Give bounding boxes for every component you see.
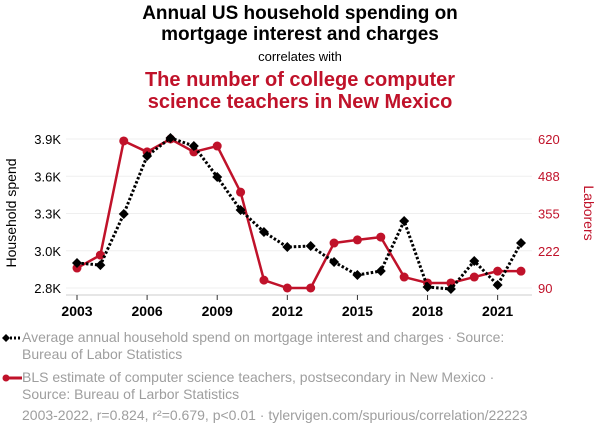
data-point-teachers bbox=[306, 283, 316, 293]
data-point-teachers bbox=[212, 141, 222, 151]
right-tick-label: 355 bbox=[538, 207, 560, 222]
data-point-teachers bbox=[189, 147, 199, 157]
x-axis-ticks: 2003 2006 2009 2012 2015 2018 2021 bbox=[61, 295, 513, 319]
legend-text-line1: Average annual household spend on mortga… bbox=[22, 329, 505, 345]
data-point-teachers bbox=[282, 283, 292, 293]
right-tick-label: 620 bbox=[538, 132, 560, 147]
left-axis-ticks: 3.9K 3.6K 3.3K 3.0K 2.8K bbox=[34, 132, 61, 296]
chart-title-line2: mortgage interest and charges bbox=[161, 24, 439, 45]
chart-title: Annual US household spending on mortgage… bbox=[0, 3, 600, 45]
chart-subtitle-line2: science teachers in New Mexico bbox=[147, 91, 453, 113]
x-tick-label: 2003 bbox=[61, 303, 92, 319]
right-tick-label: 222 bbox=[538, 244, 560, 259]
data-point-household-spend bbox=[399, 216, 410, 227]
data-point-teachers bbox=[352, 235, 362, 245]
data-point-teachers bbox=[329, 238, 339, 248]
footer-stats: 2003-2022, r=0.824, r²=0.679, p<0.01 · t… bbox=[22, 407, 528, 423]
data-point-teachers bbox=[399, 272, 409, 282]
solid-circle-line-icon bbox=[2, 374, 22, 382]
data-point-household-spend bbox=[118, 209, 129, 220]
data-point-household-spend bbox=[305, 241, 316, 252]
data-point-household-spend bbox=[72, 257, 82, 268]
left-tick-label: 3.6K bbox=[34, 169, 61, 184]
data-point-teachers bbox=[469, 272, 479, 282]
data-point-household-spend bbox=[375, 266, 386, 277]
right-tick-label: 90 bbox=[538, 281, 552, 296]
legend-text-line2: Bureau of Labor Statistics bbox=[22, 346, 183, 362]
legend-item-household-spend: Average annual household spend on mortga… bbox=[2, 329, 582, 363]
data-point-teachers bbox=[236, 187, 246, 197]
left-tick-label: 2.8K bbox=[34, 281, 61, 296]
data-point-household-spend bbox=[469, 256, 480, 267]
chart-subtitle-line1: The number of college computer bbox=[144, 69, 456, 91]
series-household-spend bbox=[72, 132, 526, 295]
x-tick-label: 2015 bbox=[342, 303, 373, 319]
data-point-teachers bbox=[259, 275, 269, 285]
left-tick-label: 3.9K bbox=[34, 132, 61, 147]
left-tick-label: 3.0K bbox=[34, 244, 61, 259]
right-tick-label: 488 bbox=[538, 169, 560, 184]
data-point-household-spend bbox=[352, 270, 363, 281]
data-point-household-spend bbox=[142, 150, 153, 161]
gridlines bbox=[66, 138, 532, 289]
x-tick-label: 2006 bbox=[132, 303, 163, 319]
data-point-teachers bbox=[516, 266, 526, 276]
data-point-teachers bbox=[119, 136, 129, 146]
dotted-diamond-line-icon bbox=[2, 334, 22, 342]
data-point-household-spend bbox=[258, 227, 269, 238]
data-point-household-spend bbox=[212, 171, 223, 182]
data-point-household-spend bbox=[95, 260, 106, 271]
data-point-household-spend bbox=[492, 280, 503, 291]
x-tick-label: 2009 bbox=[202, 303, 233, 319]
correlates-with-label: correlates with bbox=[258, 49, 342, 64]
left-axis-label: Household spend bbox=[3, 159, 19, 268]
right-axis-label: Laborers bbox=[581, 185, 597, 240]
x-tick-label: 2012 bbox=[272, 303, 303, 319]
x-tick-label: 2021 bbox=[482, 303, 513, 319]
legend-item-teachers: BLS estimate of computer science teacher… bbox=[2, 369, 582, 403]
data-point-household-spend bbox=[422, 281, 433, 292]
legend-text-line2: Source: Bureau of Larbor Statistics bbox=[22, 386, 240, 402]
data-point-teachers bbox=[376, 232, 386, 242]
data-point-household-spend bbox=[188, 140, 199, 151]
x-tick-label: 2018 bbox=[412, 303, 443, 319]
right-axis-ticks: 620 488 355 222 90 bbox=[538, 132, 560, 296]
data-point-household-spend bbox=[282, 242, 293, 253]
data-point-household-spend bbox=[516, 238, 526, 249]
data-point-household-spend bbox=[329, 256, 340, 267]
chart-subtitle: The number of college computer science t… bbox=[0, 69, 600, 113]
data-point-household-spend bbox=[165, 132, 176, 143]
data-point-household-spend bbox=[445, 284, 456, 295]
data-point-teachers bbox=[493, 266, 503, 276]
data-point-household-spend bbox=[235, 205, 246, 216]
chart-title-line1: Annual US household spending on bbox=[142, 3, 458, 24]
legend-text-line1: BLS estimate of computer science teacher… bbox=[22, 369, 495, 385]
data-point-teachers bbox=[72, 263, 82, 273]
data-point-teachers bbox=[95, 250, 105, 260]
left-tick-label: 3.3K bbox=[34, 207, 61, 222]
